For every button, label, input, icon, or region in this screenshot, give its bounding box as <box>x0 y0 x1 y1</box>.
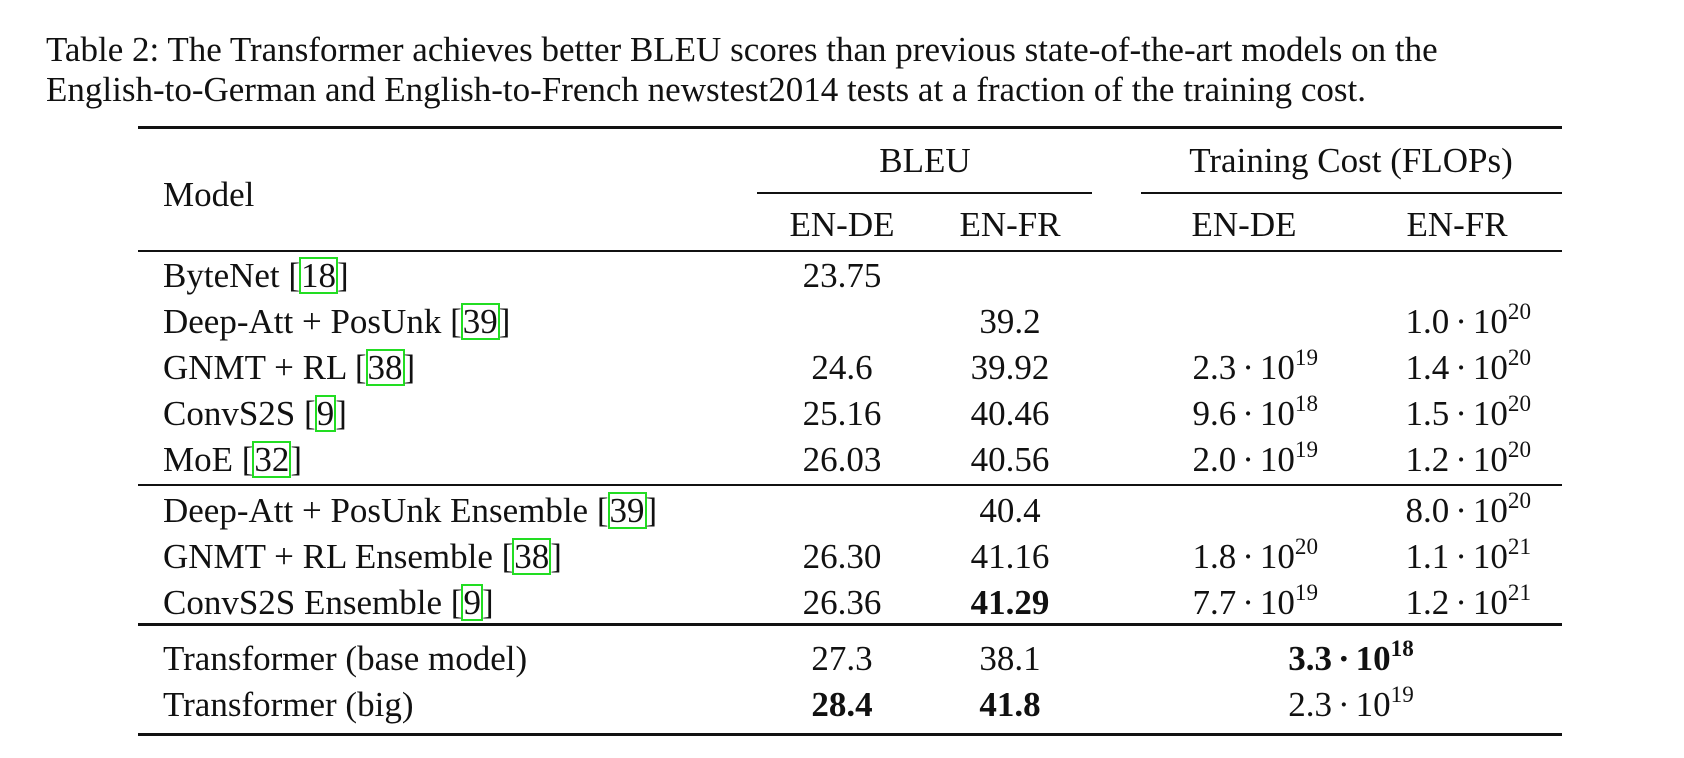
model-name: Transformer (base model) <box>163 639 528 678</box>
model-name: Deep-Att + PosUnk Ensemble [39] <box>163 491 658 530</box>
cost-en-fr-value: 1.1 · 1021 <box>1405 533 1532 576</box>
bleu-en-de-value: 25.16 <box>802 394 882 433</box>
citation-link[interactable]: 9 <box>314 394 337 433</box>
cost-en-fr-value: 1.4 · 1020 <box>1405 344 1532 387</box>
bleu-en-fr-value: 41.29 <box>970 583 1050 622</box>
cost-en-fr-value: 1.0 · 1020 <box>1405 298 1532 341</box>
cost-en-fr-value: 1.2 · 1021 <box>1405 579 1532 622</box>
model-name: GNMT + RL Ensemble [38] <box>163 537 562 576</box>
bleu-en-fr-value: 40.56 <box>970 440 1050 479</box>
header-bleu-en-fr: EN-FR <box>959 205 1061 244</box>
model-name: ConvS2S [9] <box>163 394 347 433</box>
cost-en-de-value: 1.8 · 1020 <box>1192 533 1319 576</box>
cost-combined-value: 3.3 · 1018 <box>1288 635 1414 678</box>
citation-link[interactable]: 39 <box>607 491 647 530</box>
cost-en-fr-value: 1.5 · 1020 <box>1405 390 1532 433</box>
citation-link[interactable]: 18 <box>299 256 339 295</box>
cost-en-de-value: 7.7 · 1019 <box>1192 579 1319 622</box>
header-training-cost: Training Cost (FLOPs) <box>1189 141 1513 180</box>
bleu-en-de-value: 23.75 <box>802 256 882 295</box>
bleu-en-fr-value: 40.4 <box>979 491 1041 530</box>
header-bleu: BLEU <box>879 141 971 180</box>
header-cost-en-de: EN-DE <box>1191 205 1297 244</box>
bleu-en-de-value: 24.6 <box>811 348 873 387</box>
citation-link[interactable]: 9 <box>461 583 483 622</box>
header-bleu-en-de: EN-DE <box>789 205 895 244</box>
bleu-en-fr-value: 41.16 <box>970 537 1050 576</box>
header-model: Model <box>163 175 255 214</box>
header-cost-en-fr: EN-FR <box>1406 205 1508 244</box>
thick-rule <box>138 623 1562 626</box>
caption-line-2: English-to-German and English-to-French … <box>46 70 1366 109</box>
header-rule <box>138 250 1562 252</box>
model-name: MoE [32] <box>163 440 303 479</box>
cost-group-rule <box>1141 192 1562 194</box>
bleu-en-fr-value: 39.92 <box>970 348 1050 387</box>
cost-combined-value: 2.3 · 1019 <box>1288 681 1414 724</box>
model-name: ConvS2S Ensemble [9] <box>163 583 494 622</box>
bleu-en-de-value: 27.3 <box>811 639 873 678</box>
bottom-rule <box>138 733 1562 736</box>
citation-link[interactable]: 39 <box>460 302 500 341</box>
mid-rule <box>138 484 1562 486</box>
cost-en-de-value: 9.6 · 1018 <box>1192 390 1319 433</box>
bleu-en-fr-value: 38.1 <box>979 639 1041 678</box>
citation-link[interactable]: 38 <box>512 537 552 576</box>
cost-en-fr-value: 1.2 · 1020 <box>1405 436 1532 479</box>
bleu-en-de-value: 26.30 <box>802 537 882 576</box>
model-name: ByteNet [18] <box>163 256 349 295</box>
bleu-group-rule <box>757 192 1092 194</box>
bleu-en-fr-value: 41.8 <box>979 685 1041 724</box>
bleu-en-fr-value: 39.2 <box>979 302 1041 341</box>
table-caption: Table 2: The Transformer achieves better… <box>46 30 1666 110</box>
cost-en-fr-value: 8.0 · 1020 <box>1405 487 1532 530</box>
cost-en-de-value: 2.0 · 1019 <box>1192 436 1319 479</box>
top-rule <box>138 126 1562 129</box>
bleu-en-fr-value: 40.46 <box>970 394 1050 433</box>
bleu-en-de-value: 26.03 <box>802 440 882 479</box>
model-name: Transformer (big) <box>163 685 414 724</box>
bleu-en-de-value: 28.4 <box>811 685 873 724</box>
bleu-en-de-value: 26.36 <box>802 583 882 622</box>
caption-line-1: Table 2: The Transformer achieves better… <box>46 30 1438 69</box>
model-name: Deep-Att + PosUnk [39] <box>163 302 511 341</box>
citation-link[interactable]: 32 <box>252 440 292 479</box>
cost-en-de-value: 2.3 · 1019 <box>1192 344 1319 387</box>
citation-link[interactable]: 38 <box>365 348 405 387</box>
model-name: GNMT + RL [38] <box>163 348 416 387</box>
